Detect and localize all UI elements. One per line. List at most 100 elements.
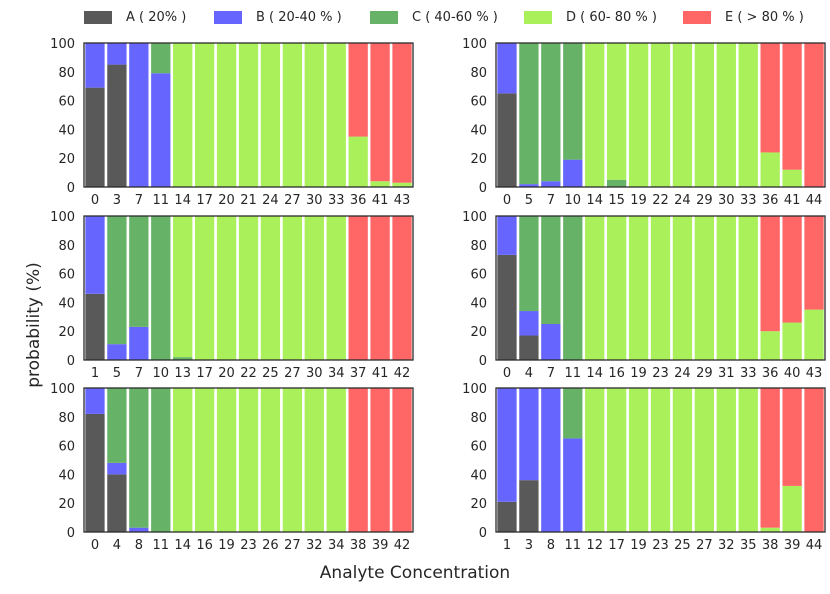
bar-segment-e-41: [782, 43, 802, 170]
bar-segment-d-33: [738, 216, 758, 360]
x-tick-label: 34: [328, 366, 345, 381]
bar-segment-c-15: [606, 179, 627, 187]
bar-segment-d-33: [738, 43, 758, 187]
legend-swatch-a: [84, 11, 112, 24]
bar-segment-b-5: [519, 184, 539, 187]
bar-segment-e-44: [804, 388, 824, 532]
x-tick-label: 29: [696, 366, 713, 381]
bar-segment-c-11: [563, 216, 583, 360]
bar-segment-c-7: [129, 216, 149, 327]
bar-segment-a-0: [497, 254, 517, 360]
x-tick-label: 42: [394, 538, 411, 553]
legend-label-c: C ( 40-60 % ): [412, 10, 498, 25]
x-tick-label: 14: [586, 366, 603, 381]
x-tick-label: 29: [696, 193, 713, 208]
x-tick-label: 19: [218, 538, 235, 553]
x-tick-label: 39: [784, 538, 801, 553]
bar-segment-e-39: [782, 388, 802, 486]
bar-segment-d-24: [672, 43, 693, 187]
legend-swatch-d: [524, 11, 552, 24]
bar-segment-d-24: [260, 43, 281, 187]
bar-segment-d-35: [738, 388, 758, 532]
x-tick-label: 43: [394, 193, 411, 208]
x-tick-label: 36: [350, 193, 367, 208]
panel-frame: [83, 387, 414, 533]
x-tick-label: 8: [135, 538, 143, 553]
x-tick-label: 44: [806, 538, 823, 553]
x-tick-label: 0: [91, 538, 99, 553]
y-axis-label: probability (%): [24, 262, 44, 388]
bar-segment-e-44: [804, 43, 824, 187]
x-tick-label: 27: [284, 538, 301, 553]
bar-segment-a-1: [85, 293, 105, 360]
bar-segment-e-39: [370, 388, 390, 532]
y-tick-label: 0: [479, 181, 487, 196]
bar-segment-e-36: [348, 43, 368, 137]
bar-segment-c-8: [129, 388, 149, 528]
bar-segment-b-4: [107, 462, 127, 475]
x-tick-label: 1: [503, 538, 511, 553]
legend-item-d: D ( 60- 80 % ): [524, 10, 657, 25]
x-tick-label: 11: [152, 538, 169, 553]
bar-segment-b-11: [151, 73, 171, 187]
x-tick-label: 17: [196, 366, 213, 381]
panel-frame: [495, 387, 826, 533]
y-tick-label: 40: [470, 123, 487, 138]
y-tick-label: 100: [50, 210, 75, 225]
x-tick-label: 14: [174, 193, 191, 208]
bar-segment-d-22: [238, 216, 259, 360]
x-tick-label: 8: [547, 538, 555, 553]
bar-segment-c-4: [107, 388, 127, 463]
bar-segment-d-16: [606, 216, 627, 360]
panel-frame: [83, 215, 414, 361]
bar-segment-e-43: [392, 43, 412, 183]
bar-segment-c-13: [173, 357, 193, 360]
x-tick-label: 41: [372, 193, 389, 208]
bar-segment-b-7: [541, 181, 561, 187]
x-tick-label: 17: [196, 193, 213, 208]
y-tick-label: 80: [58, 66, 75, 81]
x-tick-label: 20: [218, 366, 235, 381]
bar-segment-b-3: [519, 388, 539, 481]
x-tick-label: 36: [762, 366, 779, 381]
bar-segment-c-5: [107, 216, 127, 345]
x-tick-label: 30: [306, 366, 323, 381]
bar-segment-b-0: [497, 216, 517, 255]
x-tick-label: 40: [784, 366, 801, 381]
x-tick-label: 4: [525, 366, 533, 381]
x-tick-label: 24: [674, 193, 691, 208]
y-tick-label: 40: [470, 296, 487, 311]
bar-segment-c-10: [563, 43, 583, 160]
x-tick-label: 23: [240, 538, 257, 553]
bar-segment-d-17: [606, 388, 627, 532]
bar-segment-d-29: [694, 43, 715, 187]
bar-segment-a-1: [497, 501, 517, 532]
bar-segment-d-38: [760, 527, 780, 532]
x-tick-label: 42: [394, 366, 411, 381]
bar-segment-b-11: [563, 438, 583, 532]
y-tick-label: 40: [58, 296, 75, 311]
bar-segment-d-43: [392, 182, 412, 187]
x-tick-label: 10: [152, 366, 169, 381]
x-tick-label: 7: [135, 193, 143, 208]
x-tick-label: 19: [630, 193, 647, 208]
x-tick-label: 4: [113, 538, 121, 553]
bar-segment-b-10: [563, 159, 583, 187]
bar-segment-b-8: [541, 388, 561, 532]
bar-segment-d-31: [716, 216, 736, 360]
x-tick-label: 34: [328, 538, 345, 553]
bar-segment-d-14: [173, 388, 193, 532]
y-tick-label: 0: [67, 181, 75, 196]
bar-segment-d-25: [260, 216, 281, 360]
y-tick-label: 80: [58, 239, 75, 254]
bar-segment-d-30: [716, 43, 736, 187]
y-tick-label: 100: [462, 210, 487, 225]
y-tick-label: 20: [470, 497, 487, 512]
y-tick-label: 80: [470, 66, 487, 81]
bar-segment-c-7: [541, 43, 561, 182]
x-tick-label: 27: [284, 366, 301, 381]
x-tick-label: 38: [350, 538, 367, 553]
